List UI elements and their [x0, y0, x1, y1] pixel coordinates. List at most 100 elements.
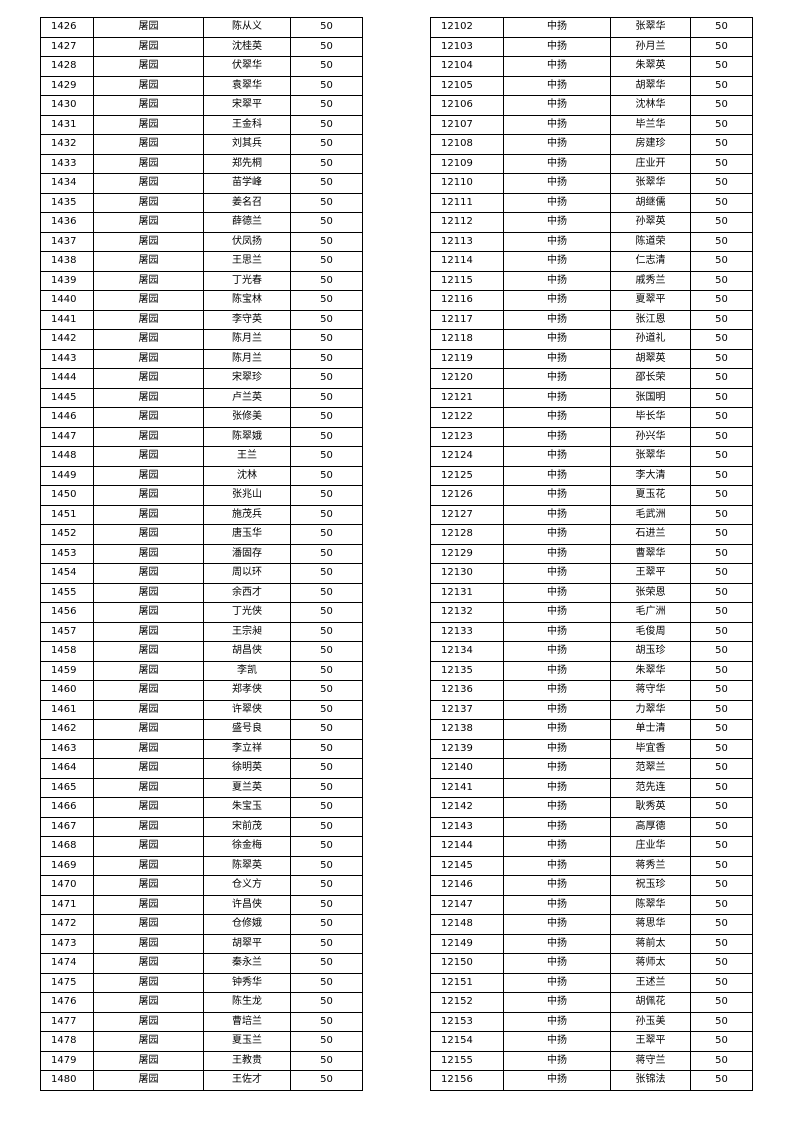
id-cell: 12142 — [430, 797, 504, 818]
amount-cell: 50 — [690, 173, 753, 194]
table-row: 1478 屠园 夏玉兰 50 — [40, 1031, 363, 1052]
table-row: 12135 中扬 朱翠华 50 — [430, 660, 753, 681]
table-row: 12112 中扬 孙翠英 50 — [430, 212, 753, 233]
name-cell: 刘其兵 — [203, 134, 291, 155]
table-row: 1469 屠园 陈翠英 50 — [40, 855, 363, 876]
place-cell: 屠园 — [93, 446, 204, 467]
name-cell: 房建珍 — [610, 134, 691, 155]
amount-cell: 50 — [290, 582, 363, 603]
table-row: 1455 屠园 余西才 50 — [40, 582, 363, 603]
id-cell: 1479 — [40, 1050, 94, 1071]
name-cell: 宋前茂 — [203, 816, 291, 837]
amount-cell: 50 — [690, 855, 753, 876]
name-cell: 余西才 — [203, 582, 291, 603]
name-cell: 孙兴华 — [610, 426, 691, 447]
id-cell: 12154 — [430, 1031, 504, 1052]
table-row: 1446 屠园 张修美 50 — [40, 407, 363, 428]
table-row: 12119 中扬 胡翠英 50 — [430, 348, 753, 369]
amount-cell: 50 — [690, 777, 753, 798]
place-cell: 屠园 — [93, 329, 204, 350]
id-cell: 12105 — [430, 75, 504, 96]
place-cell: 屠园 — [93, 680, 204, 701]
name-cell: 秦永兰 — [203, 953, 291, 974]
table-row: 1465 屠园 夏兰英 50 — [40, 777, 363, 798]
table-row: 12138 中扬 单士清 50 — [430, 719, 753, 740]
name-cell: 张修美 — [203, 407, 291, 428]
id-cell: 12128 — [430, 524, 504, 545]
name-cell: 蒋守兰 — [610, 1050, 691, 1071]
amount-cell: 50 — [690, 192, 753, 213]
id-cell: 12152 — [430, 992, 504, 1013]
id-cell: 1476 — [40, 992, 94, 1013]
id-cell: 12119 — [430, 348, 504, 369]
table-row: 1458 屠园 胡昌侠 50 — [40, 641, 363, 662]
name-cell: 夏兰英 — [203, 777, 291, 798]
name-cell: 李立祥 — [203, 738, 291, 759]
amount-cell: 50 — [290, 309, 363, 330]
table-row: 1445 屠园 卢兰英 50 — [40, 387, 363, 408]
amount-cell: 50 — [690, 992, 753, 1013]
name-cell: 盛号良 — [203, 719, 291, 740]
name-cell: 孙玉美 — [610, 1011, 691, 1032]
name-cell: 钟秀华 — [203, 972, 291, 993]
place-cell: 中扬 — [503, 1050, 611, 1071]
amount-cell: 50 — [690, 134, 753, 155]
id-cell: 12104 — [430, 56, 504, 77]
name-cell: 王兰 — [203, 446, 291, 467]
id-cell: 1432 — [40, 134, 94, 155]
name-cell: 仓义方 — [203, 875, 291, 896]
name-cell: 朱宝玉 — [203, 797, 291, 818]
id-cell: 12132 — [430, 602, 504, 623]
place-cell: 屠园 — [93, 972, 204, 993]
name-cell: 张翠华 — [610, 17, 691, 38]
name-cell: 伏翠华 — [203, 56, 291, 77]
place-cell: 中扬 — [503, 660, 611, 681]
place-cell: 中扬 — [503, 953, 611, 974]
name-cell: 宋翠珍 — [203, 368, 291, 389]
name-cell: 毛广洲 — [610, 602, 691, 623]
id-cell: 1461 — [40, 699, 94, 720]
table-row: 12117 中扬 张江恩 50 — [430, 309, 753, 330]
table-row: 1440 屠园 陈宝林 50 — [40, 290, 363, 311]
table-row: 1451 屠园 施茂兵 50 — [40, 504, 363, 525]
id-cell: 12131 — [430, 582, 504, 603]
place-cell: 屠园 — [93, 1070, 204, 1091]
id-cell: 1446 — [40, 407, 94, 428]
name-cell: 袁翠华 — [203, 75, 291, 96]
place-cell: 中扬 — [503, 290, 611, 311]
amount-cell: 50 — [690, 699, 753, 720]
id-cell: 1452 — [40, 524, 94, 545]
place-cell: 中扬 — [503, 972, 611, 993]
amount-cell: 50 — [290, 36, 363, 57]
id-cell: 1463 — [40, 738, 94, 759]
id-cell: 12103 — [430, 36, 504, 57]
table-row: 1430 屠园 宋翠平 50 — [40, 95, 363, 116]
table-row: 1479 屠园 王教贵 50 — [40, 1050, 363, 1071]
place-cell: 中扬 — [503, 602, 611, 623]
place-cell: 屠园 — [93, 290, 204, 311]
id-cell: 12114 — [430, 251, 504, 272]
name-cell: 夏玉兰 — [203, 1031, 291, 1052]
id-cell: 12137 — [430, 699, 504, 720]
place-cell: 中扬 — [503, 524, 611, 545]
name-cell: 陈生龙 — [203, 992, 291, 1013]
table-row: 12143 中扬 高厚德 50 — [430, 816, 753, 837]
amount-cell: 50 — [690, 875, 753, 896]
amount-cell: 50 — [290, 251, 363, 272]
amount-cell: 50 — [690, 602, 753, 623]
amount-cell: 50 — [290, 387, 363, 408]
table: 12102 中扬 张翠华 50 12103 中扬 孙月兰 50 12104 中扬 朱翠英 50 1210… — [430, 17, 753, 1091]
table-row: 12148 中扬 蒋思华 50 — [430, 914, 753, 935]
place-cell: 屠园 — [93, 368, 204, 389]
amount-cell: 50 — [690, 621, 753, 642]
place-cell: 中扬 — [503, 212, 611, 233]
place-cell: 屠园 — [93, 134, 204, 155]
table-row: 1427 屠园 沈桂英 50 — [40, 36, 363, 57]
id-cell: 12139 — [430, 738, 504, 759]
place-cell: 中扬 — [503, 485, 611, 506]
id-cell: 12109 — [430, 153, 504, 174]
amount-cell: 50 — [290, 972, 363, 993]
amount-cell: 50 — [690, 75, 753, 96]
amount-cell: 50 — [290, 173, 363, 194]
place-cell: 中扬 — [503, 699, 611, 720]
